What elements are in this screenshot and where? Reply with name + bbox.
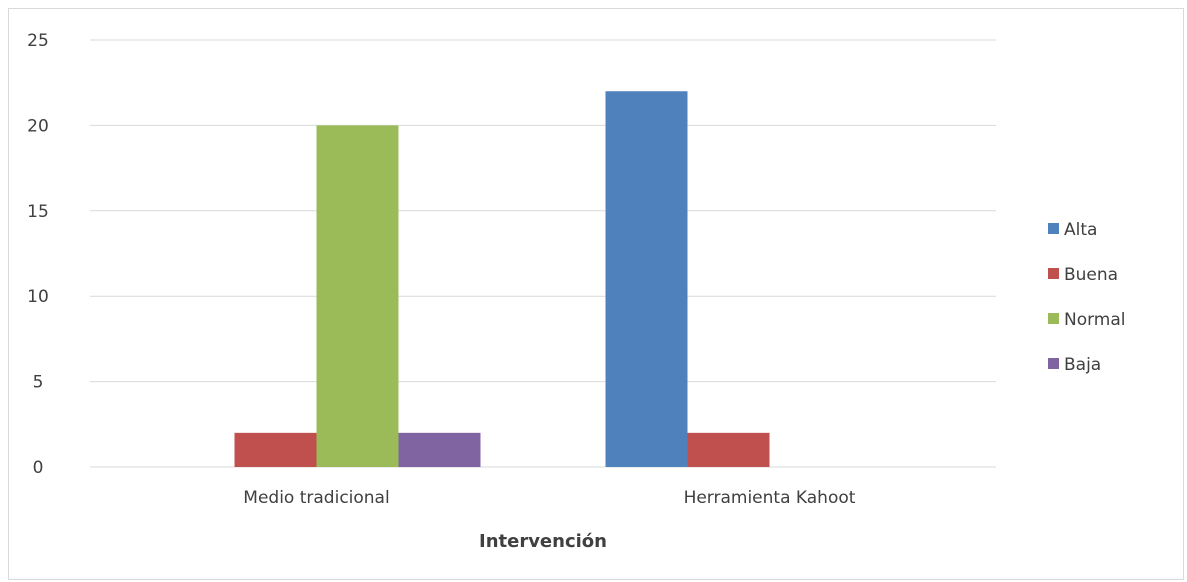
y-tick-label: 20 <box>27 116 49 136</box>
legend-swatch-normal <box>1048 313 1059 324</box>
legend-label-buena: Buena <box>1064 265 1118 285</box>
gridlines <box>90 39 996 468</box>
y-tick-label: 15 <box>27 202 49 222</box>
legend-swatch-alta <box>1048 223 1059 234</box>
bar-buena-1 <box>687 432 770 467</box>
bars <box>234 91 770 468</box>
legend-label-alta: Alta <box>1064 220 1097 240</box>
legend-swatch-buena <box>1048 268 1059 279</box>
x-tick-label: Medio tradicional <box>243 488 389 508</box>
legend: Alta Buena Normal Baja <box>1048 220 1126 375</box>
y-axis-ticks: 0 5 10 15 20 25 <box>27 31 49 478</box>
x-tick-label: Herramienta Kahoot <box>684 488 856 508</box>
bar-alta-1 <box>605 91 688 468</box>
bar-normal-0 <box>316 125 399 468</box>
y-tick-label: 10 <box>27 287 49 307</box>
y-tick-label: 5 <box>33 373 44 393</box>
x-axis-label: Intervención <box>479 531 607 552</box>
legend-label-normal: Normal <box>1064 310 1126 330</box>
bar-baja-0 <box>398 432 481 467</box>
y-tick-label: 0 <box>33 458 44 478</box>
y-tick-label: 25 <box>27 31 49 51</box>
legend-swatch-baja <box>1048 358 1059 369</box>
bar-buena-0 <box>234 432 317 467</box>
legend-label-baja: Baja <box>1064 355 1101 375</box>
x-axis-ticks: Medio tradicional Herramienta Kahoot <box>243 488 855 508</box>
chart-frame <box>8 8 1184 580</box>
